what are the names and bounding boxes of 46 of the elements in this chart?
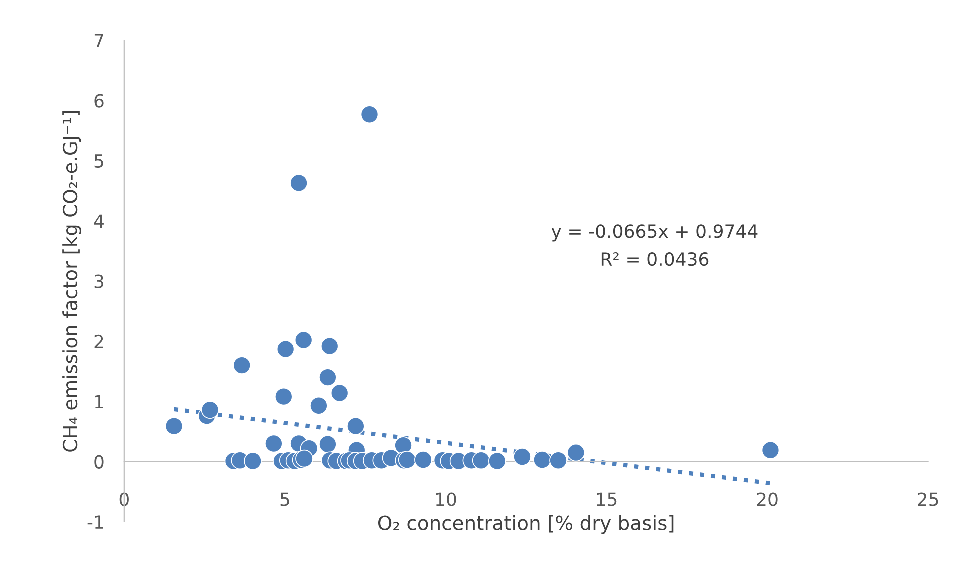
y-tick-label: 0 (94, 455, 104, 469)
point (394, 436, 412, 455)
point (472, 452, 490, 470)
y-tick-label: 4 (94, 214, 104, 228)
point (534, 451, 552, 469)
y-tick-label: -1 (88, 516, 104, 529)
x-axis-title: O₂ concentration [% dry basis] (378, 515, 674, 534)
point (488, 452, 506, 470)
y-tick-label: 1 (95, 395, 104, 409)
point (514, 448, 532, 466)
point (320, 337, 339, 356)
x-tick-label: 15 (597, 492, 617, 506)
point (296, 450, 314, 468)
point (319, 435, 337, 454)
annotation: y = -0.0665x + 0.9744 (552, 224, 758, 242)
point (567, 444, 586, 462)
point (360, 106, 379, 124)
point (276, 340, 295, 358)
x-tick-label: 5 (280, 492, 290, 506)
point (244, 452, 262, 470)
point (233, 356, 252, 374)
point (550, 452, 568, 470)
x-tick-label: 20 (757, 492, 778, 506)
point (294, 331, 313, 350)
point (290, 174, 308, 192)
point (274, 388, 293, 406)
x-tick-label: 10 (436, 492, 456, 506)
point (165, 417, 184, 436)
x-tick-label: 0 (120, 492, 129, 506)
x-tick-label: 25 (918, 492, 938, 506)
point (762, 441, 780, 460)
y-tick-label: 6 (94, 94, 104, 108)
point (201, 401, 220, 419)
y-axis-title: CH₄ emission factor [kg CO₂-e.GJ⁻¹] (62, 111, 82, 452)
point (330, 384, 349, 402)
point (414, 451, 432, 469)
y-tick-label: 2 (94, 334, 104, 348)
point (265, 434, 283, 453)
y-tick-label: 5 (94, 154, 104, 168)
annotation: R² = 0.0436 (602, 252, 709, 266)
y-tick-label: 3 (94, 274, 104, 288)
point (347, 417, 365, 436)
point (398, 451, 416, 469)
point (310, 396, 328, 415)
point (319, 368, 337, 387)
y-tick-label: 7 (94, 34, 104, 48)
